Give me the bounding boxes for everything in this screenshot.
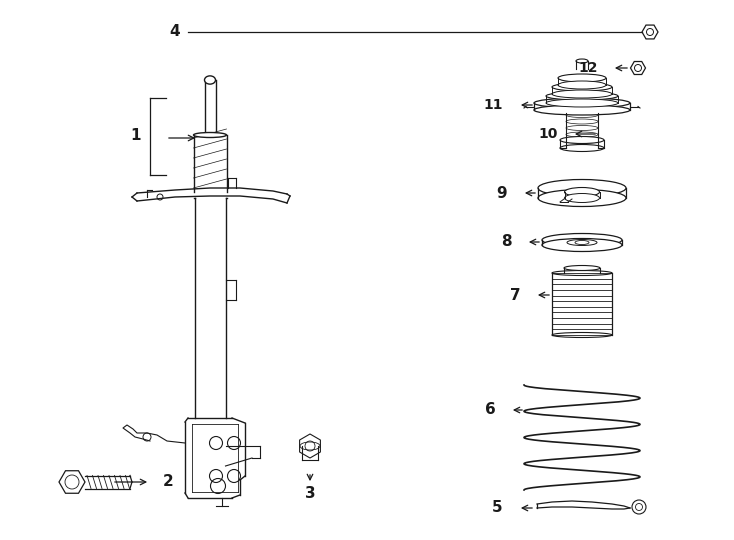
- Ellipse shape: [566, 138, 598, 144]
- Ellipse shape: [564, 266, 600, 271]
- Ellipse shape: [546, 92, 618, 100]
- Ellipse shape: [552, 271, 612, 275]
- Ellipse shape: [566, 125, 598, 131]
- Ellipse shape: [542, 239, 622, 252]
- Ellipse shape: [534, 98, 630, 108]
- Ellipse shape: [205, 76, 216, 84]
- Ellipse shape: [558, 74, 606, 82]
- Ellipse shape: [546, 99, 618, 107]
- Ellipse shape: [576, 59, 588, 63]
- Circle shape: [632, 500, 646, 514]
- Text: 6: 6: [484, 402, 495, 417]
- Text: 7: 7: [509, 287, 520, 302]
- Ellipse shape: [566, 112, 598, 118]
- Ellipse shape: [194, 132, 227, 138]
- Ellipse shape: [566, 119, 598, 124]
- Ellipse shape: [542, 233, 622, 246]
- Text: 10: 10: [538, 127, 558, 141]
- Ellipse shape: [534, 105, 630, 115]
- Text: 1: 1: [131, 127, 141, 143]
- Ellipse shape: [552, 333, 612, 338]
- Ellipse shape: [552, 90, 612, 98]
- Text: 9: 9: [497, 186, 507, 200]
- Ellipse shape: [566, 132, 598, 137]
- Ellipse shape: [560, 145, 604, 152]
- Ellipse shape: [566, 110, 598, 116]
- Text: 4: 4: [170, 24, 181, 39]
- Text: 2: 2: [163, 475, 173, 489]
- Ellipse shape: [564, 187, 600, 197]
- Text: 8: 8: [501, 234, 512, 249]
- Ellipse shape: [560, 137, 604, 144]
- Text: 12: 12: [578, 61, 597, 75]
- Ellipse shape: [538, 179, 626, 197]
- Text: 3: 3: [305, 487, 316, 502]
- Text: 11: 11: [483, 98, 503, 112]
- Text: 5: 5: [492, 501, 502, 516]
- Ellipse shape: [538, 190, 626, 206]
- Ellipse shape: [567, 240, 597, 246]
- Ellipse shape: [552, 83, 612, 91]
- Ellipse shape: [564, 193, 600, 202]
- Ellipse shape: [558, 81, 606, 89]
